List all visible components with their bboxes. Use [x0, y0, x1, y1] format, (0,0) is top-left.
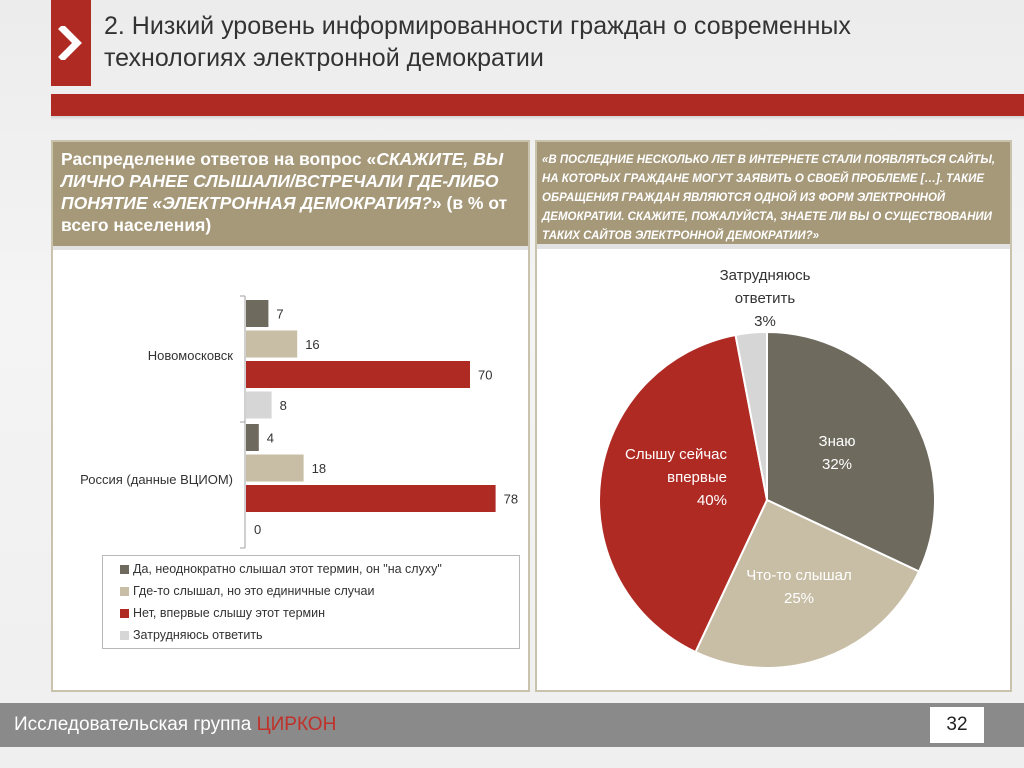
footer-caption: Исследовательская группа ЦИРКОН: [14, 714, 336, 736]
page-number: 32: [930, 707, 984, 743]
bar-value-label: 18: [312, 461, 326, 476]
pie-label-line: Что-то слышал: [746, 567, 851, 584]
pie-slice-label: Что-то слышал 25%: [746, 567, 851, 607]
legend-label: Где-то слышал, но это единичные случаи: [133, 584, 375, 598]
bar-value-label: 16: [305, 337, 319, 352]
title-divider-shadow: [51, 116, 1024, 120]
question-plain: Распределение ответов на вопрос «: [61, 149, 377, 169]
pie-label-line: 40%: [697, 492, 727, 509]
pie-chart-panel: «В ПОСЛЕДНИЕ НЕСКОЛЬКО ЛЕТ В ИНТЕРНЕТЕ С…: [535, 140, 1012, 692]
pie-label-line: впервые: [667, 469, 727, 486]
legend-swatch: [120, 609, 129, 618]
bar: [246, 391, 272, 419]
legend-label: Да, неоднократно слышал этот термин, он …: [133, 562, 442, 576]
bar-value-label: 7: [276, 307, 283, 322]
category-label: Россия (данные ВЦИОМ): [80, 472, 233, 487]
legend-swatch: [120, 565, 129, 574]
header-shadow-strip: [537, 244, 1010, 249]
bar: [246, 361, 470, 388]
bar-chart-legend: Да, неоднократно слышал этот термин, он …: [102, 555, 520, 649]
pie-slice-label: Знаю 32%: [819, 433, 856, 473]
bar-value-label: 4: [267, 431, 274, 446]
legend-swatch: [120, 631, 129, 640]
pie-label-line: 3%: [754, 313, 776, 330]
pie-label-line: ответить: [735, 290, 796, 307]
pie-slice-label: Слышу сейчас впервые 40%: [625, 446, 727, 509]
bar-value-label: 8: [280, 398, 287, 413]
bar: [246, 300, 269, 327]
pie-slice: [766, 330, 936, 573]
bar-chart-question: Распределение ответов на вопрос «СКАЖИТЕ…: [53, 142, 528, 246]
legend-label: Нет, впервые слышу этот термин: [133, 606, 326, 620]
bar: [246, 330, 298, 358]
header-shadow-strip: [53, 246, 528, 250]
pie-slice: [734, 330, 768, 501]
pie-slice: [694, 498, 921, 669]
pie-slice: [598, 333, 769, 654]
bar-value-label: 70: [478, 368, 492, 383]
bar: [246, 424, 259, 451]
category-label: Новомосковск: [148, 348, 234, 363]
pie-chart-question: «В ПОСЛЕДНИЕ НЕСКОЛЬКО ЛЕТ В ИНТЕРНЕТЕ С…: [537, 142, 1010, 244]
footer-bar: Исследовательская группа ЦИРКОН 32: [0, 703, 1024, 747]
legend-label: Затрудняюсь ответить: [133, 628, 263, 642]
bar-chart: Новомосковск 7 16 70 8 Россия (данные ВЦИОМ) 4…: [80, 295, 518, 549]
pie-label-line: 25%: [784, 590, 814, 607]
legend-item: Затрудняюсь ответить: [120, 628, 263, 642]
page-title: 2. Низкий уровень информированности граж…: [104, 12, 851, 72]
bar-value-label: 0: [254, 522, 261, 537]
slide-accent-box: [51, 0, 91, 86]
title-divider-bar: [51, 94, 1024, 116]
legend-swatch: [120, 587, 129, 596]
chevron-right-icon: [58, 26, 82, 60]
pie-label-line: Слышу сейчас: [625, 446, 727, 463]
footer-brand: ЦИРКОН: [256, 714, 337, 735]
pie-chart: Знаю 32% Что-то слышал 25% Слышу сейчас вперв…: [598, 267, 936, 669]
question-italic: СКАЖИТЕ, ВЫ ЛИЧНО РАНЕЕ СЛЫШАЛИ/ВСТРЕЧАЛ…: [61, 149, 504, 213]
bar-value-label: 78: [504, 492, 518, 507]
bar-chart-panel: Распределение ответов на вопрос «СКАЖИТЕ…: [51, 140, 530, 692]
legend-item: Да, неоднократно слышал этот термин, он …: [120, 562, 442, 576]
pie-label-line: Знаю: [819, 433, 856, 450]
bar: [246, 454, 304, 482]
footer-prefix: Исследовательская группа: [14, 714, 257, 735]
question-tail: » (в % от всего населения): [61, 193, 508, 235]
pie-slice-label: Затрудняюсь ответить 3%: [720, 267, 811, 330]
legend-item: Нет, впервые слышу этот термин: [120, 606, 326, 620]
pie-label-line: Затрудняюсь: [720, 267, 811, 284]
legend-item: Где-то слышал, но это единичные случаи: [120, 584, 375, 598]
pie-label-line: 32%: [822, 456, 852, 473]
bar: [246, 485, 496, 512]
